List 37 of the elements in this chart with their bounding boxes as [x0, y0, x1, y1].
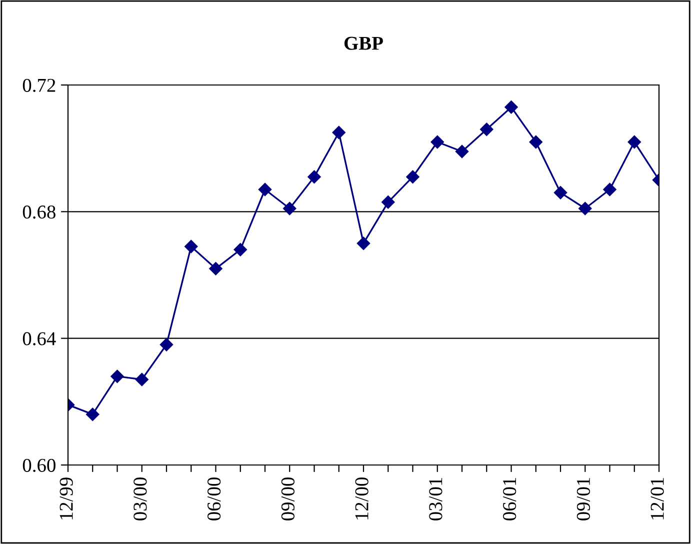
- x-tick-label: 09/00: [281, 478, 294, 520]
- x-tick-label: 09/01: [576, 478, 590, 520]
- point: [209, 262, 222, 276]
- y-tick-label: 0.72: [22, 78, 56, 92]
- point: [455, 144, 469, 158]
- point: [628, 135, 641, 149]
- x-tick-label: 03/01: [429, 478, 442, 520]
- point: [382, 196, 395, 209]
- y-tick-label: 0.64: [22, 332, 56, 346]
- point: [258, 182, 272, 196]
- point: [234, 243, 247, 256]
- y-tick-label: 0.60: [22, 458, 56, 472]
- point: [308, 170, 321, 184]
- point: [554, 186, 568, 200]
- point: [184, 240, 198, 254]
- point: [356, 236, 370, 250]
- point: [332, 126, 346, 140]
- point: [603, 182, 616, 196]
- point: [110, 370, 124, 383]
- point: [529, 135, 542, 149]
- point: [406, 170, 420, 184]
- point: [135, 372, 148, 386]
- x-tick-label: 12/01: [650, 478, 664, 520]
- chart-title: GBP: [344, 36, 383, 50]
- point: [578, 202, 592, 216]
- point: [283, 202, 296, 216]
- point: [480, 122, 494, 136]
- x-tick-label: 03/00: [134, 478, 147, 520]
- x-tick-label: 06/00: [207, 478, 221, 520]
- point: [504, 100, 518, 114]
- y-tick-label: 0.68: [22, 205, 56, 219]
- x-tick-label: 12/99: [60, 478, 73, 520]
- point: [160, 338, 174, 352]
- x-tick-label: 12/00: [355, 478, 368, 520]
- point: [430, 135, 444, 149]
- point: [86, 408, 100, 421]
- x-tick-label: 06/01: [502, 478, 516, 520]
